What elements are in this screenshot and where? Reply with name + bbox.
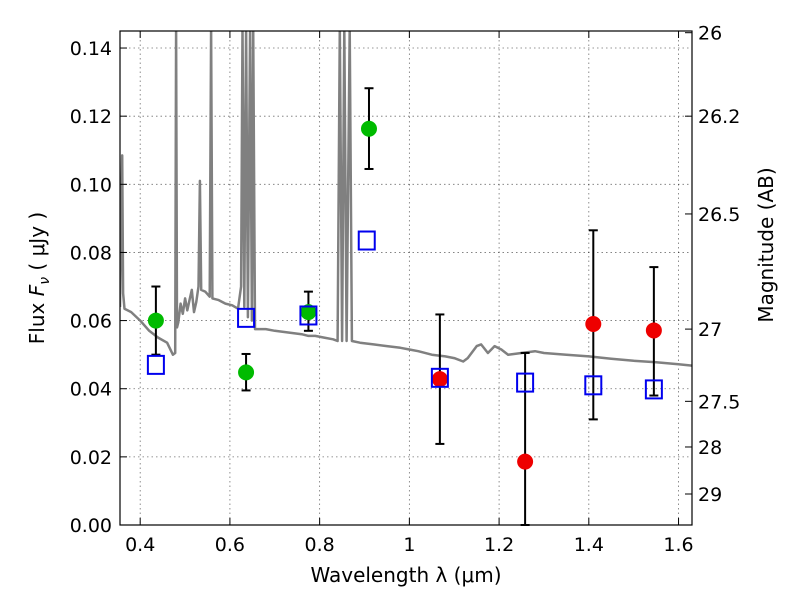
right-tick-label: 29	[698, 484, 722, 506]
x-tick-label: 0.8	[305, 534, 335, 556]
model-photometry-square	[299, 305, 318, 326]
model-photometry-square	[357, 230, 376, 251]
x-axis-title: Wavelength λ (μm)	[310, 563, 501, 587]
y-tick-label: 0.02	[70, 447, 112, 469]
right-axis-title: Magnitude (AB)	[754, 167, 778, 322]
y-tick-label: 0.06	[70, 311, 112, 333]
right-tick-label: 27	[698, 319, 722, 341]
y-tick-label: 0.14	[70, 38, 112, 60]
model-spectrum-line	[120, 31, 692, 367]
tick-layer: 0.4 0.6 0.8 1 1.2 1.4 1.6 0.00 0.02 0.04 0.06 0.08 0…	[70, 23, 741, 556]
right-tick-label: 27.5	[698, 391, 740, 413]
model-photometry-square	[644, 379, 663, 400]
x-tick-label: 0.6	[215, 534, 245, 556]
grid-layer	[120, 31, 692, 526]
model-photometry-square	[146, 354, 165, 375]
spectrum-layer	[120, 31, 692, 367]
model-photometry-square	[237, 307, 256, 328]
y-tick-label: 0.12	[70, 106, 112, 128]
x-tick-label: 1.6	[663, 534, 693, 556]
right-tick-label: 26.2	[698, 106, 740, 128]
y-axis-title-var: F	[25, 284, 49, 296]
model-photometry-square	[584, 375, 603, 396]
plot-frame	[119, 30, 693, 526]
model-photometry-square	[516, 372, 535, 393]
right-tick-label: 28	[698, 437, 722, 459]
y-axis-title-sub: ν	[37, 277, 53, 285]
y-axis-title-suffix: ( μJy )	[25, 212, 49, 277]
x-tick-label: 1.2	[484, 534, 514, 556]
y-tick-label: 0.00	[70, 515, 112, 537]
observed-photometry-point	[360, 120, 377, 137]
y-tick-label: 0.04	[70, 379, 112, 401]
y-axis-title-prefix: Flux	[25, 296, 49, 344]
right-tick-label: 26	[698, 23, 722, 45]
x-tick-label: 1	[403, 534, 415, 556]
observed-photometry-point	[585, 315, 602, 332]
x-tick-label: 0.4	[125, 534, 155, 556]
marker-layer	[146, 87, 663, 526]
observed-photometry-point	[238, 364, 255, 381]
y-axis-title: Flux Fν ( μJy )	[25, 212, 53, 344]
observed-photometry-point	[431, 371, 448, 388]
observed-photometry-point	[645, 322, 662, 339]
y-tick-label: 0.08	[70, 242, 112, 264]
x-tick-label: 1.4	[574, 534, 604, 556]
right-tick-label: 26.5	[698, 204, 740, 226]
y-tick-label: 0.10	[70, 174, 112, 196]
model-photometry-square	[430, 367, 449, 388]
observed-photometry-point	[517, 453, 534, 470]
observed-photometry-point	[147, 312, 164, 329]
